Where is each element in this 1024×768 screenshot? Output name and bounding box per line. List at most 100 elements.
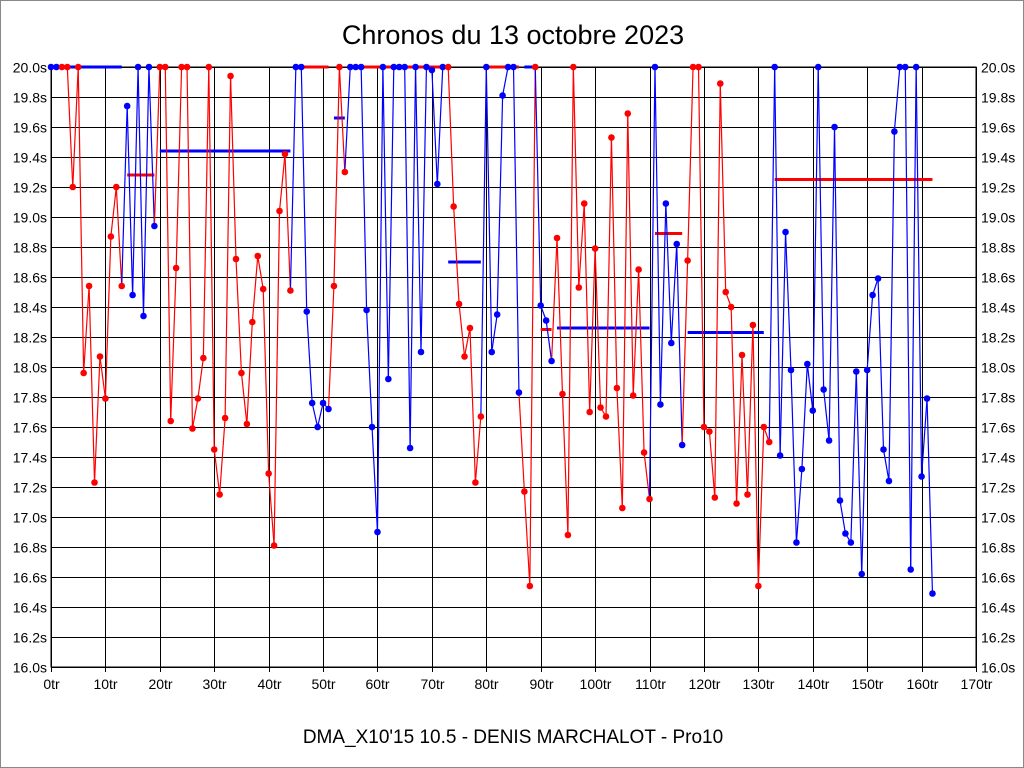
series-segment (850, 371, 857, 543)
lap-point (852, 368, 860, 375)
x-tick-label: 110tr (635, 676, 666, 692)
lap-point (548, 357, 555, 365)
series-segment (338, 66, 346, 173)
lap-point (53, 63, 60, 71)
chart-title: Chronos du 13 octobre 2023 (342, 20, 684, 50)
series-segment (774, 66, 781, 456)
lap-point (727, 303, 735, 311)
y-tick-label-right: 16.6s (981, 570, 1015, 586)
series-segment (757, 426, 765, 587)
series-segment (741, 354, 749, 495)
lap-point (444, 63, 452, 71)
y-tick-label-right: 20.0s (981, 60, 1015, 76)
series-segment (463, 327, 471, 357)
lap-point (434, 180, 441, 188)
lap-point (423, 63, 430, 71)
lap-point (232, 255, 240, 263)
lap-point (842, 530, 849, 537)
lap-point (651, 63, 659, 71)
series-segment (83, 285, 90, 374)
series-segment (110, 186, 117, 237)
series-segment (142, 66, 150, 317)
lap-point (200, 354, 207, 362)
lap-point (118, 282, 126, 290)
lap-point (379, 63, 387, 71)
lap-point (667, 339, 675, 347)
y-tick-label-right: 18.4s (981, 300, 1015, 316)
series-segment (208, 66, 215, 450)
series-segment (589, 248, 596, 413)
x-tick-label: 20tr (148, 676, 172, 692)
x-tick-label: 170tr (961, 676, 993, 692)
lap-point (319, 399, 327, 407)
lap-point (123, 102, 131, 110)
y-tick-label-right: 17.6s (981, 420, 1015, 436)
lap-point (47, 63, 55, 71)
lap-point (738, 351, 746, 359)
lap-point (678, 441, 686, 449)
lap-point (243, 420, 251, 428)
lap-point (515, 389, 523, 396)
series-segment (882, 449, 890, 482)
lap-point (825, 437, 833, 444)
y-tick-label: 16.6s (13, 570, 47, 586)
series-segment (752, 324, 759, 587)
series-segment (681, 260, 689, 446)
lap-point (706, 428, 713, 435)
series-segment (768, 66, 776, 443)
lap-point (428, 66, 436, 74)
series-segment (888, 131, 895, 482)
x-tick-label: 160tr (907, 676, 939, 692)
lap-point (716, 80, 724, 87)
series-segment (420, 66, 428, 353)
chart-footer: DMA_X10'15 10.5 - DENIS MARCHALOT - Pro1… (303, 727, 723, 748)
lap-point (167, 417, 175, 425)
series-segment (654, 66, 662, 405)
x-tick-label: 80tr (474, 676, 498, 692)
lap-point (695, 63, 702, 71)
series-segment (229, 75, 237, 260)
lap-point (907, 566, 915, 573)
y-tick-label: 20.0s (13, 60, 47, 76)
lap-point (156, 63, 164, 71)
lap-point (760, 423, 768, 431)
series-segment (376, 66, 384, 533)
lap-point (885, 477, 893, 485)
lap-point (80, 369, 87, 377)
lap-point (624, 110, 632, 117)
lap-point (929, 590, 936, 597)
series-segment (719, 83, 727, 293)
lap-point (303, 308, 311, 315)
series-segment (920, 398, 928, 477)
lap-point (782, 228, 789, 236)
x-tick-label: 120tr (689, 676, 721, 692)
y-tick-label-right: 19.4s (981, 150, 1015, 166)
y-tick-label: 19.8s (13, 90, 47, 106)
y-tick-label: 18.6s (13, 270, 47, 286)
lap-point (684, 257, 691, 264)
series-segment (556, 237, 564, 395)
series-segment (518, 392, 525, 492)
y-tick-label: 17.2s (13, 480, 47, 496)
y-tick-label-right: 16.0s (981, 660, 1015, 676)
series-segment (170, 267, 177, 422)
series-segment (414, 66, 422, 353)
series-segment (289, 66, 297, 291)
series-segment (93, 356, 101, 483)
y-tick-label: 18.2s (13, 330, 47, 346)
lap-point (662, 200, 670, 207)
lap-point (107, 233, 115, 240)
lap-point (69, 183, 77, 191)
series-segment (806, 363, 814, 411)
lap-point (249, 318, 256, 326)
x-tick-label: 40tr (257, 676, 281, 692)
lap-point (270, 542, 278, 549)
series-segment (88, 285, 96, 483)
x-tick-label: 60tr (365, 676, 389, 692)
series-segment (676, 243, 683, 446)
lap-point (58, 63, 66, 71)
lap-point (646, 495, 653, 503)
y-tick-label-right: 16.8s (981, 540, 1015, 556)
lap-point (733, 500, 740, 507)
lap-point (570, 63, 577, 71)
